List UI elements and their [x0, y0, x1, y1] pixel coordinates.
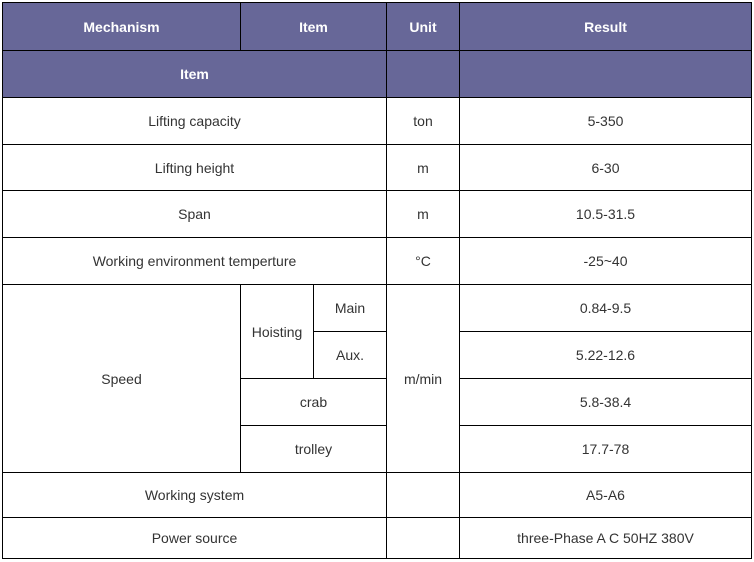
row-result: three-Phase A C 50HZ 380V [459, 517, 752, 559]
trolley-result: 17.7-78 [459, 425, 752, 473]
row-unit [386, 472, 460, 518]
speed-row-trolley: trolley 17.7-78 [3, 425, 752, 473]
row-item: Power source [2, 517, 387, 559]
main-label: Main [313, 284, 387, 332]
row-item: Lifting height [2, 144, 387, 191]
speed-unit: m/min [386, 284, 460, 473]
row-unit: ton [386, 97, 460, 145]
row-result: 6-30 [459, 144, 752, 191]
header-item: Item [240, 2, 387, 51]
header-row: Mechanism Item Unit Result [2, 2, 752, 51]
table-row: Lifting capacity ton 5-350 [2, 97, 752, 145]
speed-row-aux: Aux. 5.22-12.6 [3, 331, 752, 379]
crab-result: 5.8-38.4 [459, 378, 752, 426]
subheader-result [459, 50, 752, 98]
table-row: Power source three-Phase A C 50HZ 380V [2, 517, 752, 559]
row-unit: m [386, 190, 460, 238]
speed-row-crab: crab 5.8-38.4 [3, 378, 752, 426]
speed-row-main: Speed Hoisting Main m/min 0.84-9.5 [2, 284, 752, 473]
header-mechanism: Mechanism [2, 2, 241, 51]
row-result: 10.5-31.5 [459, 190, 752, 238]
subheader-row: Item [2, 50, 752, 98]
speed-label: Speed [2, 284, 241, 473]
trolley-label: trolley [240, 425, 387, 473]
row-unit: °C [386, 237, 460, 285]
subheader-item: Item [2, 50, 387, 98]
row-item: Working system [2, 472, 387, 518]
row-item: Span [2, 190, 387, 238]
row-item: Lifting capacity [2, 97, 387, 145]
table-row: Working system A5-A6 [2, 472, 752, 518]
main-result: 0.84-9.5 [459, 284, 752, 332]
row-item: Working environment temperture [2, 237, 387, 285]
table-row: Lifting height m 6-30 [2, 144, 752, 191]
table-row: Span m 10.5-31.5 [2, 190, 752, 238]
row-unit: m [386, 144, 460, 191]
table-row: Working environment temperture °C -25~40 [2, 237, 752, 285]
header-result: Result [459, 2, 752, 51]
subheader-unit [386, 50, 460, 98]
hoisting-label: Hoisting [240, 284, 314, 379]
row-result: -25~40 [459, 237, 752, 285]
row-result: 5-350 [459, 97, 752, 145]
aux-result: 5.22-12.6 [459, 331, 752, 379]
header-unit: Unit [386, 2, 460, 51]
row-unit [386, 517, 460, 559]
aux-label: Aux. [313, 331, 387, 379]
row-result: A5-A6 [459, 472, 752, 518]
crab-label: crab [240, 378, 387, 426]
